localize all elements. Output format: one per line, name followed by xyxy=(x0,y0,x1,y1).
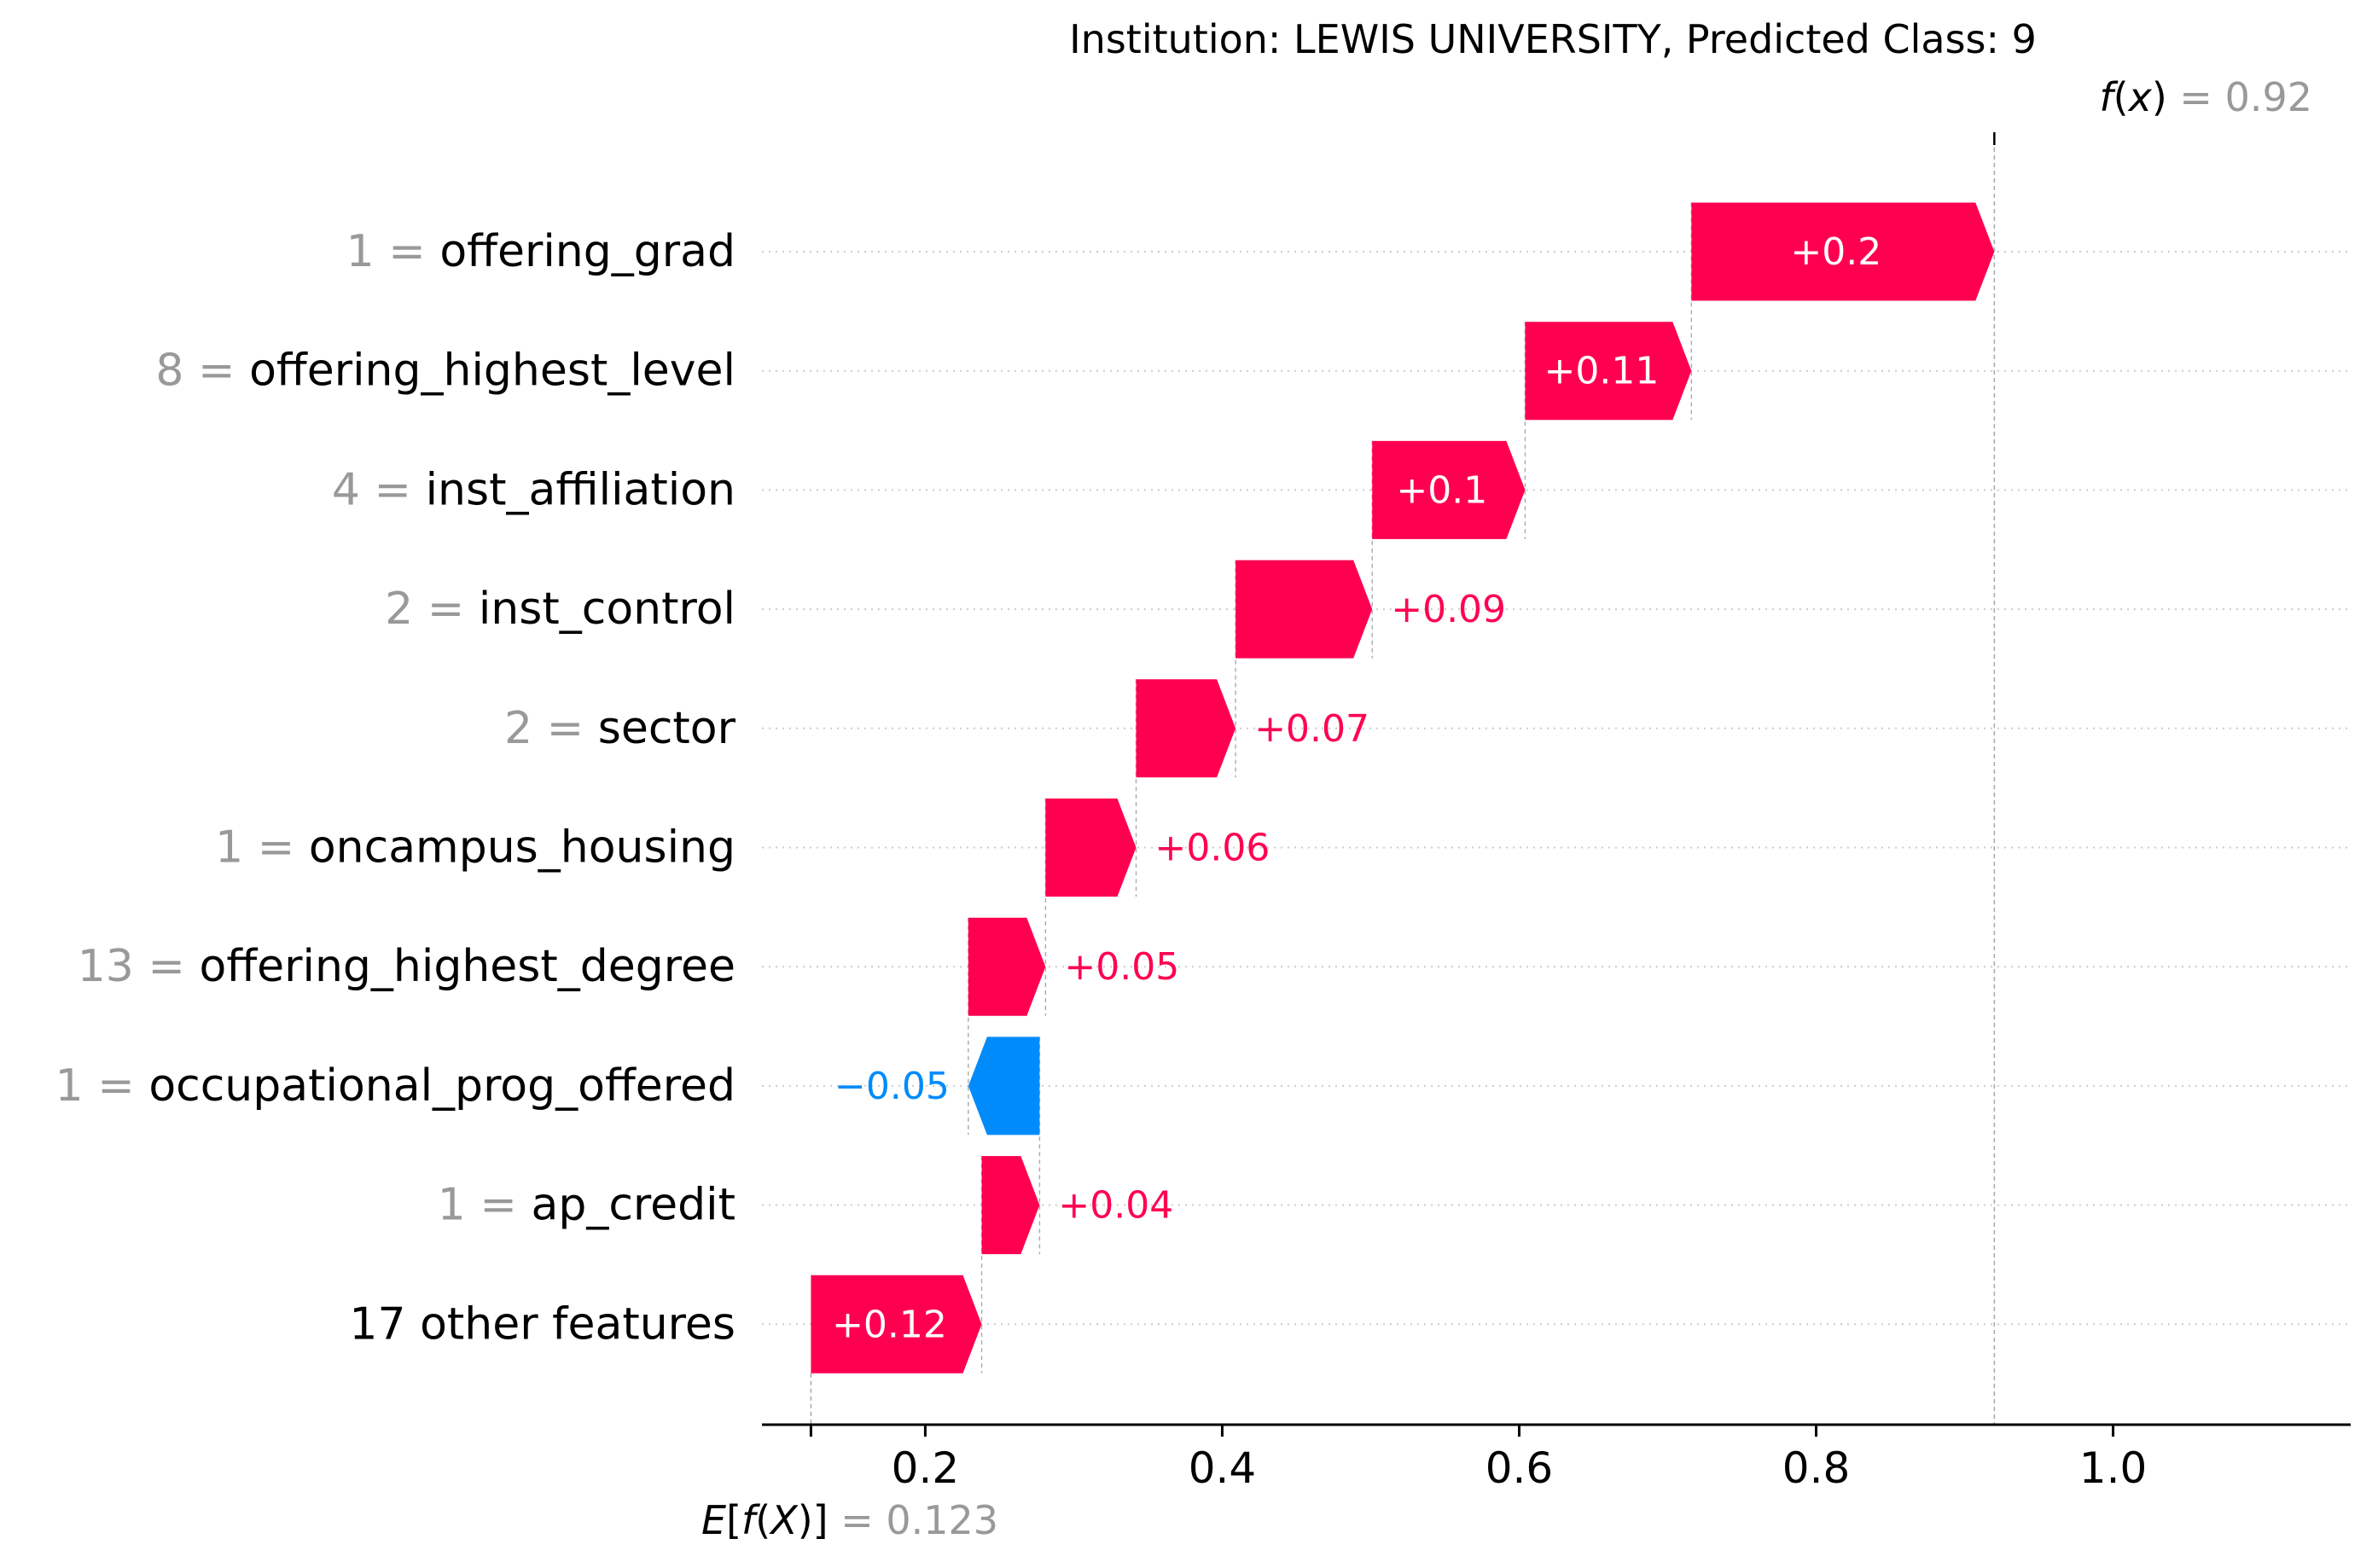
fx-x: x xyxy=(2127,74,2153,120)
feature-label: 17 other features xyxy=(349,1298,735,1350)
bar-value-label: +0.06 xyxy=(1155,827,1270,870)
feature-label: 8 = offering_highest_level xyxy=(155,346,735,397)
x-tick-label: 0.8 xyxy=(1782,1443,1851,1493)
bar-offering_highest_degree xyxy=(968,917,1046,1016)
bar-offering_grad xyxy=(1691,202,1995,301)
feature-name: offering_highest_degree xyxy=(200,941,736,992)
feature-name: occupational_prog_offered xyxy=(148,1060,735,1112)
fx-value: = 0.92 xyxy=(2179,74,2312,120)
x-tick-label: 0.4 xyxy=(1189,1443,1257,1493)
feature-label: 1 = ap_credit xyxy=(438,1180,735,1231)
efx-annotation: E[f(X)] = 0.123 xyxy=(701,1497,998,1543)
bar-value-label: +0.1 xyxy=(1396,468,1487,512)
bar-value-label: +0.07 xyxy=(1254,707,1369,751)
efx-E: E xyxy=(701,1497,726,1543)
feature-label: 13 = offering_highest_degree xyxy=(78,941,735,992)
feature-labels: 1 = offering_grad 8 = offering_highest_le… xyxy=(55,226,736,1350)
bar-sector xyxy=(1136,679,1236,778)
feature-label: 2 = inst_control xyxy=(385,584,735,635)
feature-value: 1 = xyxy=(55,1060,149,1112)
feature-name: inst_affiliation xyxy=(426,464,735,515)
feature-name: inst_control xyxy=(479,584,735,635)
svg-text:E[f(X)] = 0.123: E[f(X)] = 0.123 xyxy=(701,1497,998,1543)
efx-X: X xyxy=(769,1497,799,1543)
feature-name: offering_highest_level xyxy=(249,346,735,397)
feature-value: 2 = xyxy=(385,584,479,635)
bar-value-label: +0.04 xyxy=(1058,1184,1173,1228)
bar-value-label: −0.05 xyxy=(834,1065,950,1108)
feature-name: offering_grad xyxy=(439,226,735,277)
feature-value: 2 = xyxy=(504,703,598,754)
feature-value: 8 = xyxy=(155,346,249,397)
bar-value-label: +0.05 xyxy=(1064,945,1179,989)
feature-label: 1 = occupational_prog_offered xyxy=(55,1060,735,1112)
feature-name: sector xyxy=(598,703,736,754)
bar-occupational_prog_offered xyxy=(968,1037,1040,1135)
x-axis: 0.2 0.4 0.6 0.8 1.0 xyxy=(762,1423,2351,1493)
feature-value: 4 = xyxy=(332,464,426,515)
feature-value: 1 = xyxy=(215,822,309,874)
feature-name: ap_credit xyxy=(531,1180,735,1231)
feature-label: 1 = oncampus_housing xyxy=(215,822,735,874)
bar-value-label: +0.09 xyxy=(1391,588,1506,631)
svg-text:f(x) = 0.92: f(x) = 0.92 xyxy=(2099,74,2312,120)
feature-value: 1 = xyxy=(346,226,440,277)
gridlines xyxy=(762,132,2351,1425)
bar-offering_highest_level xyxy=(1525,322,1692,421)
feature-label: 2 = sector xyxy=(504,703,736,754)
bar-value-label: +0.12 xyxy=(832,1303,947,1346)
bar-value-label: +0.11 xyxy=(1544,350,1659,393)
feature-value: 1 = xyxy=(438,1180,532,1231)
bar-17-other-features xyxy=(811,1275,982,1373)
bar-oncampus_housing xyxy=(1045,799,1137,897)
feature-name: 17 other features xyxy=(349,1298,735,1350)
feature-label: 1 = offering_grad xyxy=(346,226,735,277)
bars: +0.2 +0.11 +0.1 +0.09 +0.07 +0.06 +0.05 −0.05 +0… xyxy=(811,202,1995,1373)
x-tick-label: 0.2 xyxy=(892,1443,960,1493)
x-tick-label: 0.6 xyxy=(1485,1443,1554,1493)
bar-inst_control xyxy=(1235,560,1373,659)
feature-value: 13 = xyxy=(78,941,200,992)
fx-annotation: f(x) = 0.92 xyxy=(2099,74,2312,120)
x-tick-label: 1.0 xyxy=(2079,1443,2148,1493)
feature-label: 4 = inst_affiliation xyxy=(332,464,735,515)
bar-ap_credit xyxy=(981,1156,1040,1255)
bar-inst_affiliation xyxy=(1372,440,1526,539)
bar-value-label: +0.2 xyxy=(1790,230,1881,274)
chart-title: Institution: LEWIS UNIVERSITY, Predicted… xyxy=(1069,16,2037,62)
feature-name: oncampus_housing xyxy=(309,822,735,874)
efx-value: = 0.123 xyxy=(840,1497,998,1543)
